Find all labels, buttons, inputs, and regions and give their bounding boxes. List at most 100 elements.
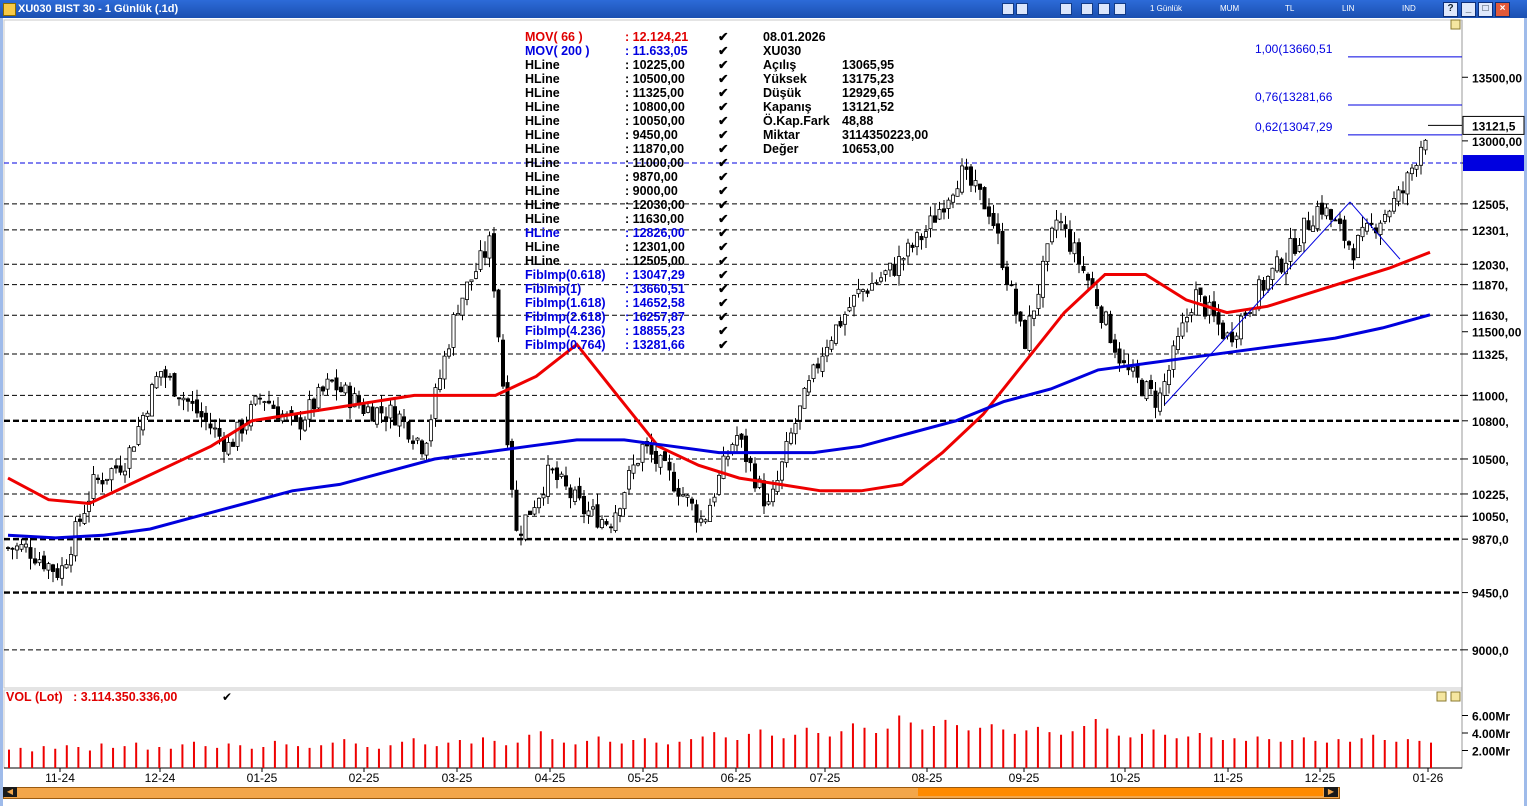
info-value: 13121,52 <box>842 100 895 114</box>
scroll-left-arrow-icon[interactable]: ◀ <box>3 787 17 797</box>
legend-check-icon[interactable]: ✔ <box>718 142 729 156</box>
currency-selector[interactable]: TL <box>1285 4 1295 13</box>
volume-bar <box>551 739 554 768</box>
volume-bar <box>643 738 646 768</box>
legend-value: : 9870,00 <box>625 170 678 184</box>
candle-down <box>964 166 969 170</box>
candle-down <box>942 208 947 213</box>
candle-down <box>1077 242 1082 264</box>
legend-check-icon[interactable]: ✔ <box>718 240 729 254</box>
legend-check-icon[interactable]: ✔ <box>718 268 729 282</box>
candle-down <box>568 487 573 499</box>
candle-down <box>271 404 276 409</box>
candle-down <box>892 264 897 276</box>
volume-bar <box>389 745 392 768</box>
volume-bar <box>1349 741 1352 768</box>
hline-label-bg-10800 <box>1468 412 1524 429</box>
volume-visibility-check-icon[interactable]: ✔ <box>222 690 233 704</box>
volume-bar <box>782 738 785 768</box>
candle-up <box>1270 267 1275 280</box>
indicator-selector[interactable]: IND <box>1402 4 1416 13</box>
candle-up <box>681 494 686 497</box>
candle-down <box>6 547 11 549</box>
legend-check-icon[interactable]: ✔ <box>718 296 729 310</box>
legend-check-icon[interactable]: ✔ <box>718 324 729 338</box>
candle-up <box>415 437 420 441</box>
toolbar-settings-icon[interactable] <box>1098 3 1110 15</box>
candle-down <box>334 377 339 391</box>
legend-check-icon[interactable]: ✔ <box>718 100 729 114</box>
toolbar-draw-icon[interactable] <box>1016 3 1028 15</box>
legend-value: : 13281,66 <box>625 338 685 352</box>
volume-bar <box>840 731 843 768</box>
hline-label-bg-10225 <box>1468 485 1524 502</box>
legend-check-icon[interactable]: ✔ <box>718 58 729 72</box>
candle-up <box>622 492 627 510</box>
legend-check-icon[interactable]: ✔ <box>718 198 729 212</box>
period-selector[interactable]: 1 Günlük <box>1150 4 1183 13</box>
candle-up <box>1185 316 1190 323</box>
candle-up <box>1050 227 1055 243</box>
legend-check-icon[interactable]: ✔ <box>718 282 729 296</box>
scroll-right-arrow-icon[interactable]: ▶ <box>1324 787 1338 797</box>
candle-up <box>1144 381 1149 400</box>
candle-up <box>636 463 641 466</box>
candle-down <box>329 379 334 382</box>
scroll-thumb[interactable] <box>918 788 1323 796</box>
maximize-button[interactable]: □ <box>1478 2 1493 17</box>
volume-tick-label: 2.00Mr <box>1472 745 1510 759</box>
help-button[interactable]: ? <box>1443 2 1458 17</box>
volume-bar <box>1221 740 1224 768</box>
candle-up <box>1387 210 1392 218</box>
legend-check-icon[interactable]: ✔ <box>718 72 729 86</box>
candle-up <box>712 496 717 503</box>
toolbar-print-icon[interactable] <box>1114 3 1126 15</box>
candle-down <box>1221 322 1226 339</box>
hline-label-11870: 11870, <box>1472 279 1508 293</box>
volume-bar <box>1406 739 1409 768</box>
legend-value: : 12826,00 <box>625 226 685 240</box>
legend-name: HLine <box>525 240 560 254</box>
toolbar-grid-icon[interactable] <box>1060 3 1072 15</box>
info-value: 3114350223,00 <box>842 128 929 142</box>
candle-down <box>654 450 659 464</box>
toolbar-zoom-icon[interactable] <box>1081 3 1093 15</box>
legend-check-icon[interactable]: ✔ <box>718 114 729 128</box>
candle-up <box>131 446 136 452</box>
chart-type-selector[interactable]: MUM <box>1220 4 1240 13</box>
legend-check-icon[interactable]: ✔ <box>718 212 729 226</box>
candle-down <box>410 440 415 444</box>
hline-label-9450: 9450,0 <box>1472 587 1509 601</box>
legend-check-icon[interactable]: ✔ <box>718 170 729 184</box>
volume-bar <box>65 745 68 768</box>
minimize-button[interactable]: _ <box>1461 2 1476 17</box>
candle-up <box>374 407 379 425</box>
volume-bar <box>851 723 854 768</box>
candle-up <box>973 180 978 187</box>
candle-down <box>1014 288 1019 315</box>
close-button[interactable]: × <box>1495 2 1510 17</box>
volume-bar <box>1060 734 1063 768</box>
legend-check-icon[interactable]: ✔ <box>718 184 729 198</box>
hline-label-11000: 11000, <box>1472 389 1508 403</box>
volume-bar <box>169 748 172 768</box>
candle-down <box>1401 190 1406 194</box>
volume-bar <box>690 739 693 768</box>
legend-check-icon[interactable]: ✔ <box>718 128 729 142</box>
legend-check-icon[interactable]: ✔ <box>718 156 729 170</box>
volume-bar <box>216 747 219 768</box>
hline-label-10800: 10800, <box>1472 415 1509 429</box>
candle-up <box>82 513 87 524</box>
candle-down <box>982 187 987 210</box>
legend-check-icon[interactable]: ✔ <box>718 226 729 240</box>
legend-check-icon[interactable]: ✔ <box>718 338 729 352</box>
toolbar-color-icon[interactable] <box>1002 3 1014 15</box>
volume-bar <box>1430 742 1432 768</box>
legend-check-icon[interactable]: ✔ <box>718 310 729 324</box>
legend-check-icon[interactable]: ✔ <box>718 254 729 268</box>
scale-selector[interactable]: LIN <box>1342 4 1355 13</box>
legend-check-icon[interactable]: ✔ <box>718 30 729 44</box>
legend-check-icon[interactable]: ✔ <box>718 44 729 58</box>
legend-check-icon[interactable]: ✔ <box>718 86 729 100</box>
